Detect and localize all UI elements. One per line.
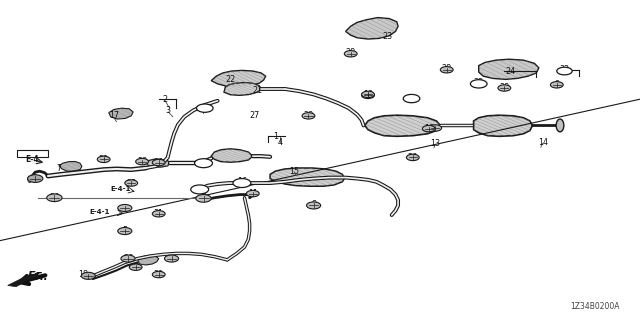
Text: 10: 10 (424, 124, 434, 132)
Circle shape (136, 158, 148, 165)
Circle shape (403, 94, 420, 103)
Polygon shape (270, 168, 344, 186)
Circle shape (152, 271, 165, 278)
Circle shape (362, 91, 374, 98)
Polygon shape (474, 115, 532, 136)
Polygon shape (224, 83, 261, 95)
Circle shape (81, 272, 95, 279)
Text: 26: 26 (408, 153, 418, 162)
Text: 1Z34B0200A: 1Z34B0200A (570, 302, 620, 311)
Text: 32: 32 (99, 155, 109, 164)
Text: 1: 1 (273, 132, 278, 140)
Circle shape (164, 255, 179, 262)
Text: 25: 25 (126, 179, 136, 188)
Polygon shape (346, 18, 398, 39)
Text: E-4: E-4 (25, 155, 39, 164)
Circle shape (196, 104, 213, 112)
Text: 19: 19 (131, 263, 141, 272)
Text: 33: 33 (559, 65, 570, 74)
Polygon shape (211, 149, 253, 162)
Circle shape (344, 51, 357, 57)
Circle shape (152, 211, 165, 217)
Text: 8: 8 (311, 200, 316, 209)
Text: 18: 18 (78, 270, 88, 279)
Circle shape (47, 194, 62, 202)
Text: 33: 33 (474, 78, 484, 87)
Circle shape (118, 204, 132, 212)
Circle shape (28, 175, 43, 182)
Text: E-4-1: E-4-1 (110, 187, 131, 192)
Circle shape (118, 228, 132, 235)
Text: 8: 8 (201, 193, 206, 202)
Text: 5: 5 (122, 226, 127, 235)
Text: 10: 10 (363, 90, 373, 99)
Text: 26: 26 (123, 254, 133, 263)
Text: 28: 28 (303, 111, 314, 120)
Circle shape (195, 159, 212, 168)
Text: 5: 5 (122, 204, 127, 212)
Polygon shape (109, 108, 133, 119)
Circle shape (152, 159, 165, 166)
Circle shape (440, 67, 453, 73)
Text: 23: 23 (382, 32, 392, 41)
Text: 27: 27 (250, 111, 260, 120)
Text: 9: 9 (409, 94, 414, 103)
Text: 14: 14 (538, 138, 548, 147)
Text: 24: 24 (506, 67, 516, 76)
Polygon shape (59, 162, 82, 171)
Text: 11: 11 (248, 189, 258, 198)
Text: 9: 9 (554, 80, 559, 89)
Circle shape (302, 113, 315, 119)
Polygon shape (479, 59, 539, 79)
Text: 12: 12 (200, 104, 210, 113)
Text: 16: 16 (237, 177, 247, 186)
Text: 21: 21 (252, 86, 262, 95)
Polygon shape (8, 275, 40, 287)
Text: E-4-1: E-4-1 (89, 209, 109, 215)
Text: 29: 29 (137, 157, 147, 166)
Text: 15: 15 (289, 167, 300, 176)
Text: 17: 17 (109, 111, 119, 120)
Circle shape (429, 125, 442, 131)
Polygon shape (365, 115, 440, 136)
Circle shape (129, 264, 142, 270)
Circle shape (362, 92, 374, 99)
Text: 20: 20 (154, 158, 164, 167)
Circle shape (470, 80, 487, 88)
Text: 28: 28 (499, 83, 509, 92)
Text: 6: 6 (26, 176, 31, 185)
Circle shape (307, 202, 321, 209)
Circle shape (550, 82, 563, 88)
Circle shape (422, 125, 435, 132)
Circle shape (498, 85, 511, 91)
Text: 2: 2 (163, 95, 168, 104)
Circle shape (406, 154, 419, 161)
Polygon shape (138, 255, 159, 265)
Text: Fr.: Fr. (28, 271, 42, 281)
Circle shape (121, 255, 135, 262)
Ellipse shape (556, 119, 564, 132)
Polygon shape (146, 159, 170, 167)
Text: 28: 28 (346, 48, 356, 57)
Text: 13: 13 (430, 139, 440, 148)
Text: Fr.: Fr. (35, 272, 49, 282)
Circle shape (97, 156, 110, 163)
Text: 3: 3 (166, 106, 171, 115)
Circle shape (125, 180, 138, 186)
Circle shape (233, 179, 251, 188)
Text: 26: 26 (166, 254, 177, 263)
Text: 30: 30 (154, 270, 164, 279)
FancyBboxPatch shape (17, 150, 48, 157)
Text: 7: 7 (56, 164, 61, 172)
Circle shape (557, 67, 572, 75)
Text: 28: 28 (442, 64, 452, 73)
Text: 31: 31 (154, 209, 164, 218)
Circle shape (191, 185, 209, 194)
Circle shape (246, 190, 259, 197)
Text: 4: 4 (278, 138, 283, 147)
Text: 26: 26 (49, 193, 60, 202)
Text: 22: 22 (225, 75, 236, 84)
Circle shape (196, 195, 211, 202)
Polygon shape (211, 70, 266, 87)
